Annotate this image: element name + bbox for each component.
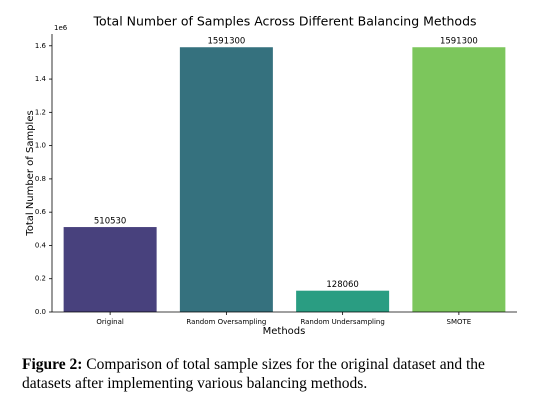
x-tick-label: Original (96, 318, 123, 326)
x-axis-label: Methods (263, 326, 306, 337)
y-tick-label: 1.2 (35, 108, 46, 116)
value-label: 1591300 (440, 37, 478, 47)
bar (179, 47, 273, 312)
bar (296, 290, 390, 312)
x-tick-label: Random Undersampling (300, 318, 384, 326)
y-tick-label: 0.4 (35, 241, 47, 249)
y-tick-label: 0.2 (35, 275, 46, 283)
x-tick-label: Random Oversampling (186, 318, 266, 326)
bar (412, 47, 506, 312)
chart-title: Total Number of Samples Across Different… (92, 14, 476, 29)
value-label: 510530 (94, 217, 126, 227)
caption-label: Figure 2: (22, 356, 83, 373)
y-tick-label: 1.4 (35, 75, 47, 83)
caption-text: Comparison of total sample sizes for the… (22, 356, 485, 392)
y-tick-label: 0.6 (35, 208, 47, 216)
y-axis-label: Total Number of Samples (25, 110, 36, 236)
chart: Total Number of Samples Across Different… (25, 14, 517, 337)
value-label: 128060 (326, 280, 358, 290)
y-tick-label: 0.0 (35, 308, 46, 316)
y-tick-label: 0.8 (35, 175, 46, 183)
x-tick-label: SMOTE (447, 318, 472, 326)
bar (63, 227, 157, 312)
y-tick-label: 1.6 (35, 42, 47, 50)
y-tick-label: 1.0 (35, 142, 46, 150)
value-label: 1591300 (207, 37, 245, 47)
y-offset-label: 1e6 (54, 24, 68, 32)
caption: Figure 2: Comparison of total sample siz… (22, 355, 522, 393)
